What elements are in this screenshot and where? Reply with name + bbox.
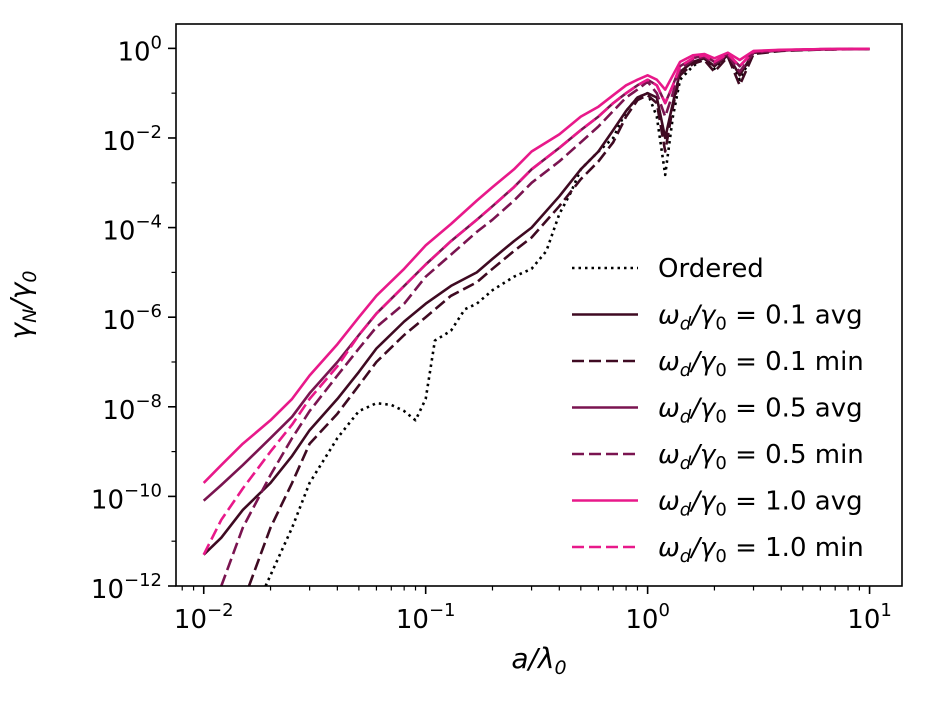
- series-d-0-0-1-min: [247, 47, 870, 586]
- legend-label: ωd/γ0 = 1.0 min: [658, 533, 864, 567]
- legend-label: ωd/γ0 = 0.1 avg: [658, 301, 863, 335]
- series-layer: [202, 47, 870, 586]
- series-d-0-1-0-min: [202, 47, 870, 556]
- x-tick-label: 10−1: [396, 600, 456, 635]
- legend: Ordered ωd/γ0 = 0.1 avg ωd/γ0 = 0.1 min ωd/…: [572, 254, 864, 567]
- legend-label: ωd/γ0 = 0.5 avg: [658, 394, 863, 428]
- x-tick-label: 10−2: [174, 600, 234, 635]
- x-tick-label: 100: [625, 600, 670, 635]
- y-tick-label: 10−4: [102, 212, 162, 247]
- legend-label: ωd/γ0 = 0.1 min: [658, 347, 864, 381]
- y-tick-label: 10−10: [91, 480, 162, 515]
- y-axis-label: γN/γ0: [4, 271, 41, 340]
- plot-frame: [175, 23, 903, 587]
- y-tick-label: 10−2: [102, 122, 162, 157]
- y-tick-label: 10−12: [91, 570, 162, 605]
- series-d-0-0-1-avg: [202, 47, 870, 556]
- legend-label: ωd/γ0 = 1.0 avg: [658, 487, 863, 521]
- x-tick-label: 101: [847, 600, 892, 635]
- legend-label: ωd/γ0 = 0.5 min: [658, 440, 864, 474]
- y-tick-label: 100: [117, 32, 162, 67]
- legend-label: Ordered: [658, 254, 764, 284]
- y-tick-label: 10−6: [102, 301, 162, 336]
- y-tick-label: 10−8: [102, 391, 162, 426]
- series-d-0-0-5-min: [220, 47, 870, 586]
- tick-layer: 10−2 10−1 100 101 100 10−2 10−4 10−6 10−8 10−10 10…: [91, 32, 892, 635]
- series-d-0-1-0-avg: [202, 47, 870, 484]
